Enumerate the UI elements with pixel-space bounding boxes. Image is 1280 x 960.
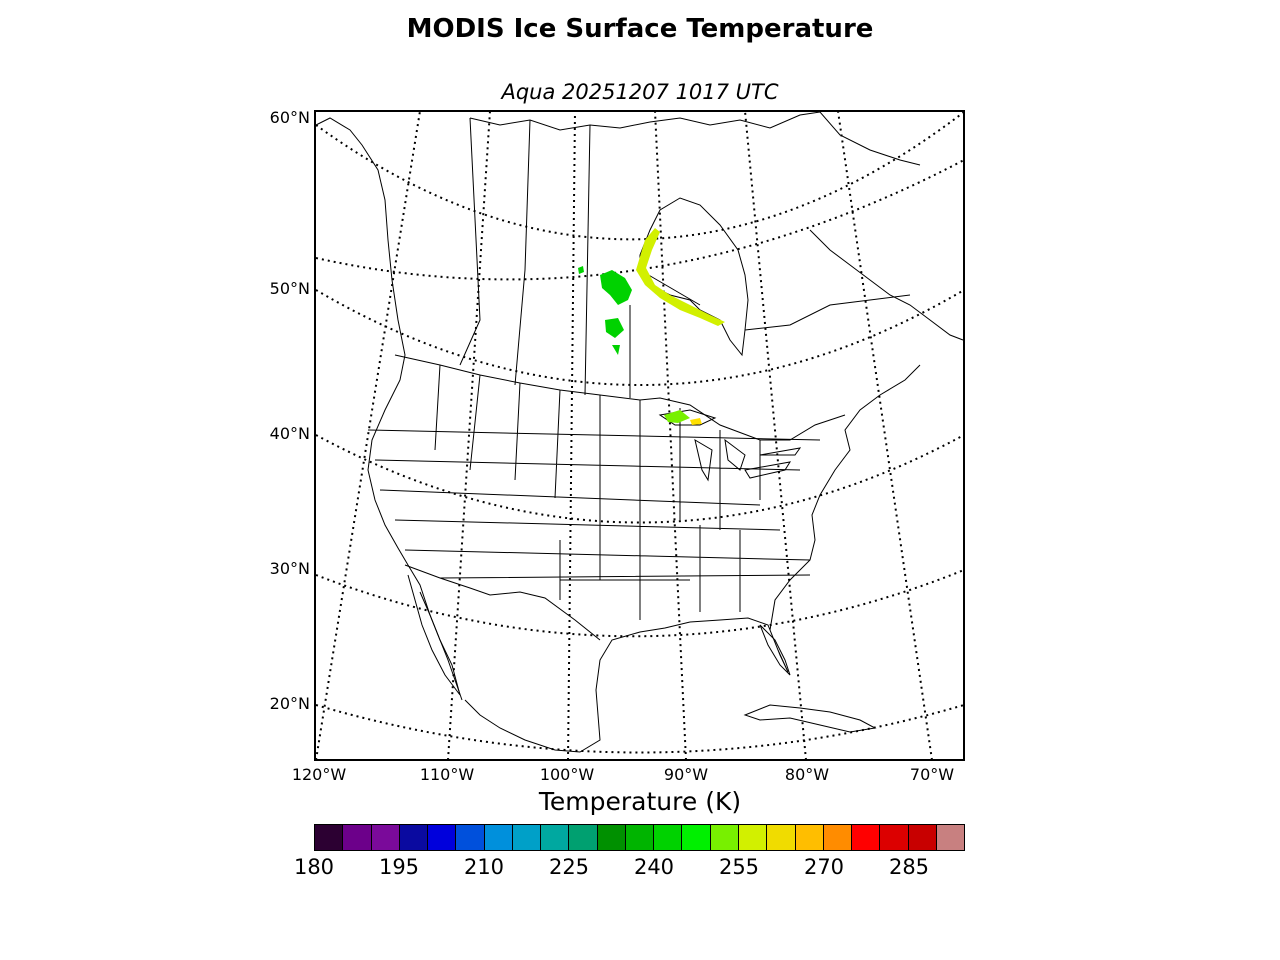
colorbar-swatch <box>597 825 626 850</box>
meridian-90w <box>654 111 687 760</box>
labrador-coastline <box>809 229 964 341</box>
colorbar-swatch <box>569 825 598 850</box>
meridian-100w <box>567 111 576 760</box>
colorbar-tick-255: 255 <box>718 855 760 879</box>
meridian-70w <box>837 111 933 760</box>
colorbar-swatch <box>682 825 711 850</box>
colorbar-tick-210: 210 <box>463 855 505 879</box>
colorbar-swatch <box>795 825 824 850</box>
colorbar <box>314 824 965 851</box>
lon-label-100w: 100°W <box>539 765 595 784</box>
lon-label-70w: 70°W <box>909 765 955 784</box>
colorbar-tick-225: 225 <box>548 855 590 879</box>
parallel-40n <box>315 434 964 524</box>
mexico-coastline <box>464 621 691 753</box>
us-mexico-border <box>404 564 601 641</box>
great-lakes <box>658 409 802 482</box>
parallel-50n <box>315 289 964 386</box>
chart-subtitle: Aqua 20251207 1017 UTC <box>501 80 779 104</box>
lat-label-30n: 30°N <box>269 559 310 578</box>
meridian-120w <box>315 111 421 760</box>
graticule <box>315 111 964 760</box>
colorbar-swatch <box>654 825 683 850</box>
colorbar-swatch <box>823 825 853 850</box>
us-canada-border <box>394 354 846 441</box>
colorbar-swatch <box>428 825 457 850</box>
meridian-80w <box>744 111 807 760</box>
colorbar-swatch <box>399 825 429 850</box>
parallel-60n <box>315 111 964 241</box>
lat-label-50n: 50°N <box>269 279 310 298</box>
colorbar-swatch <box>541 825 570 850</box>
colorbar-swatch <box>343 825 372 850</box>
lon-label-110w: 110°W <box>419 765 475 784</box>
arctic-coastline <box>469 111 921 166</box>
colorbar-tick-240: 240 <box>633 855 675 879</box>
lat-label-60n: 60°N <box>269 108 310 127</box>
chart-title: MODIS Ice Surface Temperature <box>406 14 874 44</box>
lon-label-120w: 120°W <box>291 765 347 784</box>
colorbar-swatch <box>456 825 485 850</box>
colorbar-swatch <box>852 825 881 850</box>
colorbar-swatch <box>512 825 542 850</box>
baja-coastline <box>407 574 461 696</box>
lon-label-90w: 90°W <box>663 765 709 784</box>
colorbar-tick-285: 285 <box>888 855 930 879</box>
colorbar-tick-180: 180 <box>293 855 335 879</box>
colorbar-swatch <box>315 825 344 850</box>
colorbar-tick-270: 270 <box>803 855 845 879</box>
colorbar-swatch <box>625 825 655 850</box>
lat-label-40n: 40°N <box>269 424 310 443</box>
colorbar-swatch <box>371 825 400 850</box>
lat-label-20n: 20°N <box>269 694 310 713</box>
colorbar-label: Temperature (K) <box>538 787 742 816</box>
colorbar-swatch <box>738 825 768 850</box>
colorbar-tick-195: 195 <box>378 855 420 879</box>
colorbar-swatch <box>767 825 796 850</box>
colorbar-swatch <box>710 825 739 850</box>
colorbar-swatch <box>880 825 909 850</box>
province-borders <box>459 117 911 398</box>
map-frame <box>314 110 965 761</box>
ice-temperature-overlay <box>578 228 725 425</box>
meridian-110w <box>447 111 491 760</box>
colorbar-swatch <box>936 825 965 850</box>
lon-label-80w: 80°W <box>784 765 830 784</box>
parallel-30n <box>315 569 964 638</box>
colorbar-swatch <box>908 825 937 850</box>
colorbar-swatch <box>484 825 513 850</box>
florida-coastline <box>759 624 791 676</box>
state-borders <box>367 364 821 620</box>
